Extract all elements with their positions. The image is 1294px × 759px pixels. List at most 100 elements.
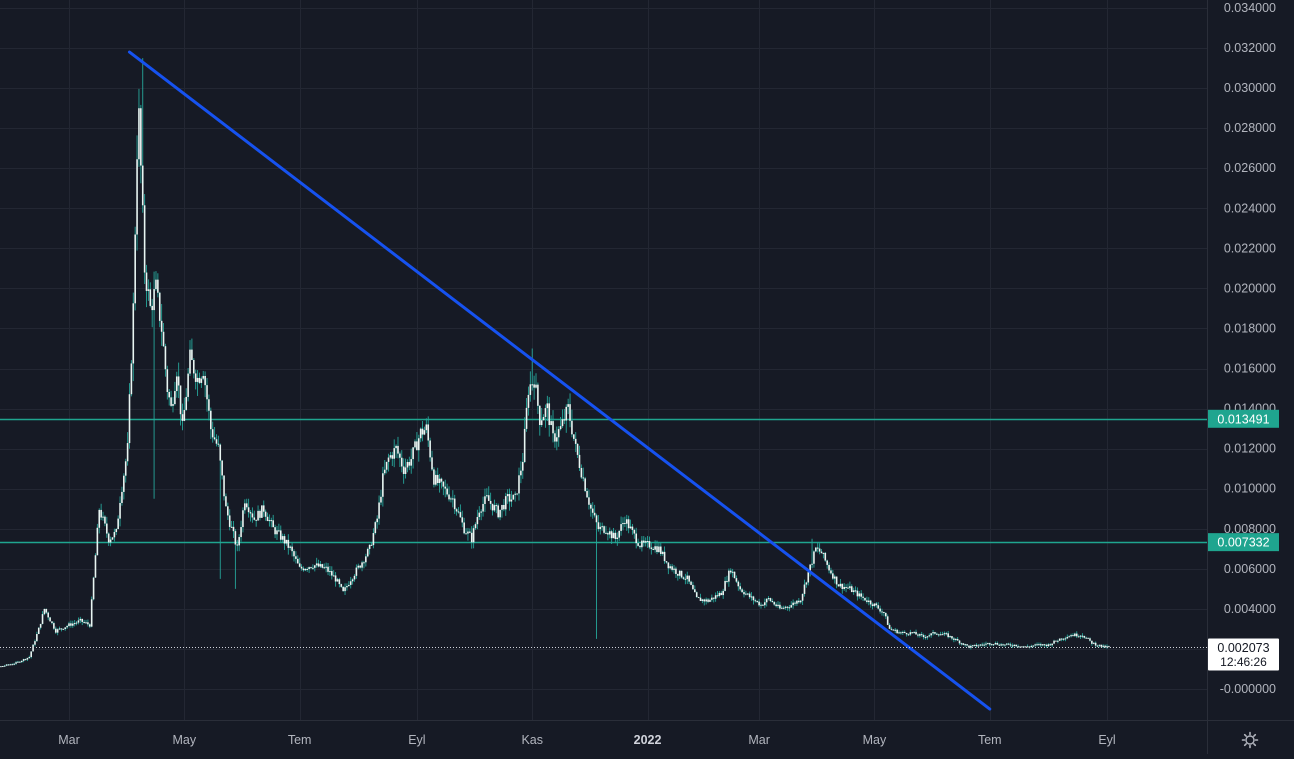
candle-body	[1098, 644, 1101, 646]
candle-body	[590, 504, 592, 509]
candle-body	[928, 635, 931, 637]
candle-body	[22, 659, 25, 661]
candle-body	[958, 640, 961, 644]
candle-body	[223, 475, 225, 497]
candle-body	[771, 600, 774, 603]
candle-body	[540, 420, 543, 426]
candle-body	[673, 568, 675, 570]
candle-body	[49, 617, 51, 622]
price-tick-label: 0.024000	[1224, 201, 1276, 215]
candle-body	[461, 517, 464, 523]
candle-body	[849, 586, 851, 589]
candle-body	[913, 631, 915, 633]
candle-body	[1060, 638, 1063, 640]
gear-icon[interactable]	[1241, 731, 1259, 749]
price-tick-label: 0.008000	[1224, 522, 1276, 536]
candle-body	[1019, 646, 1021, 648]
candle-body	[898, 632, 900, 634]
candle-body	[295, 556, 297, 559]
price-tick-label: -0.000000	[1220, 682, 1276, 696]
candle-body	[357, 565, 360, 568]
candle-body	[438, 478, 441, 483]
candle-body	[410, 459, 413, 466]
trendline-layer[interactable]	[128, 50, 992, 711]
downtrend-line[interactable]	[128, 50, 992, 711]
candle-body	[81, 618, 84, 622]
candle-body	[816, 547, 819, 549]
bar-countdown-label: 12:46:26	[1220, 655, 1267, 669]
candle-body	[886, 616, 889, 625]
candle-body	[20, 660, 23, 663]
candle-body	[1049, 644, 1052, 646]
candle-body	[419, 428, 422, 439]
candle-body	[822, 552, 825, 554]
horizontal-levels[interactable]	[0, 418, 1207, 544]
candle-body	[561, 419, 564, 427]
candle-body	[535, 384, 537, 388]
candle-body	[900, 632, 902, 634]
price-axis[interactable]: 0.034000 0.032000 0.030000 0.028000 0.026000…	[1220, 1, 1276, 696]
candle-body	[1026, 646, 1029, 648]
candle-body	[1024, 646, 1027, 648]
candle-body	[731, 571, 734, 573]
candle-body	[332, 575, 335, 577]
candle-body	[395, 445, 397, 449]
candle-body	[421, 428, 424, 435]
candle-body	[30, 651, 32, 658]
last-price-badge	[1208, 638, 1279, 671]
candle-body	[442, 481, 445, 487]
candle-body	[760, 604, 762, 606]
candle-body	[484, 496, 486, 504]
candle-body	[548, 403, 551, 426]
candle-body	[117, 518, 119, 530]
candle-body	[786, 606, 789, 608]
candle-body	[588, 497, 590, 505]
candle-body	[837, 584, 840, 587]
candle-body	[512, 494, 515, 500]
candle-body	[285, 539, 288, 544]
candle-body	[520, 470, 522, 476]
candle-body	[854, 590, 857, 592]
candle-body	[486, 495, 488, 497]
candle-body	[446, 488, 448, 495]
candle-body	[351, 579, 354, 582]
candle-body	[32, 644, 34, 652]
candle-body	[659, 546, 662, 554]
candle-body	[327, 566, 329, 572]
candle-body	[104, 516, 106, 524]
candle-body	[915, 631, 917, 635]
candle-body	[902, 631, 904, 633]
level-price-badge	[1208, 409, 1279, 428]
candle-body	[145, 272, 148, 291]
candle-body	[389, 455, 392, 458]
candle-body	[573, 434, 575, 439]
candle-body	[289, 546, 292, 548]
candle-body	[121, 491, 123, 503]
candle-body	[748, 593, 751, 598]
candle-body	[166, 369, 169, 393]
candle-body	[922, 635, 925, 638]
candle-body	[53, 623, 55, 629]
candle-body	[2, 666, 4, 668]
candle-body	[860, 593, 863, 597]
candle-body	[926, 636, 929, 638]
candle-body	[230, 526, 233, 528]
candle-body	[1021, 646, 1023, 648]
candle-body	[815, 547, 817, 552]
candle-body	[338, 579, 341, 585]
candle-body	[183, 409, 186, 421]
time-axis[interactable]: Mar May Tem Eyl Kas 2022 Mar May Tem Eyl	[58, 733, 1115, 747]
candle-body	[399, 453, 401, 458]
candle-body	[720, 592, 723, 596]
candle-body	[798, 600, 800, 603]
candle-body	[937, 634, 940, 636]
candle-body	[917, 634, 919, 636]
candle-body	[537, 384, 539, 406]
candle-body	[728, 570, 730, 582]
candle-body	[47, 612, 50, 618]
candle-body	[37, 627, 40, 634]
candle-body	[448, 494, 450, 500]
candle-body	[990, 644, 993, 646]
